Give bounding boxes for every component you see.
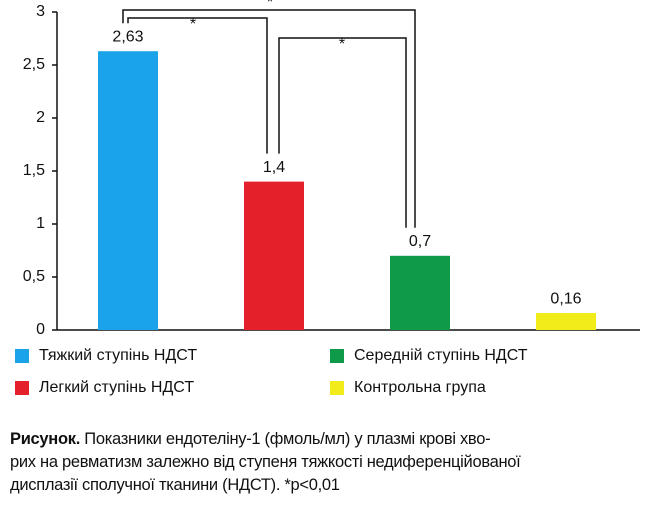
y-tick-label: 0	[36, 321, 45, 338]
y-tick-label: 1,5	[23, 162, 45, 179]
bar	[536, 313, 596, 330]
annotation: *	[190, 16, 196, 33]
legend-label: Тяжкий ступінь НДСТ	[39, 347, 197, 364]
bar	[98, 51, 158, 330]
value-label: 0,16	[550, 290, 581, 307]
annotation: *	[267, 0, 273, 11]
y-tick-label: 2,5	[23, 56, 45, 73]
caption-label: Рисунок.	[10, 430, 80, 448]
bar	[390, 255, 450, 330]
bracket	[122, 9, 416, 228]
y-tick-label: 0,5	[23, 268, 45, 285]
y-tick-label: 1	[36, 215, 45, 232]
bracket	[127, 17, 268, 154]
legend-swatch	[15, 349, 29, 363]
value-label: 1,4	[263, 159, 285, 176]
legend-label: Контрольна група	[354, 379, 486, 396]
y-tick-label: 2	[36, 109, 45, 126]
y-tick-label: 3	[36, 3, 45, 20]
legend-swatch	[330, 381, 344, 395]
chart: 0 0,5 1 1,5 2 2,5 3 2,63 Тяжкий ступінь НДСТ 1,4 Л…	[15, 0, 640, 396]
legend-label: Легкий ступінь НДСТ	[39, 379, 194, 396]
annotation: *	[339, 36, 345, 53]
legend-swatch	[15, 381, 29, 395]
legend-swatch	[330, 349, 344, 363]
bracket	[278, 37, 407, 228]
caption: Рисунок. Показники ендотеліну-1 (фмоль/м…	[10, 428, 650, 497]
value-label: 2,63	[112, 28, 143, 45]
bar	[244, 181, 304, 330]
caption-line: дисплазії сполучної тканини (НДСТ). *p<0…	[10, 476, 340, 494]
value-label: 0,7	[409, 233, 431, 250]
legend-label: Середній ступінь НДСТ	[354, 347, 528, 364]
caption-line: рих на ревматизм залежно від ступеня тяж…	[10, 453, 521, 471]
caption-line: Показники ендотеліну-1 (фмоль/мл) у плаз…	[84, 430, 491, 448]
